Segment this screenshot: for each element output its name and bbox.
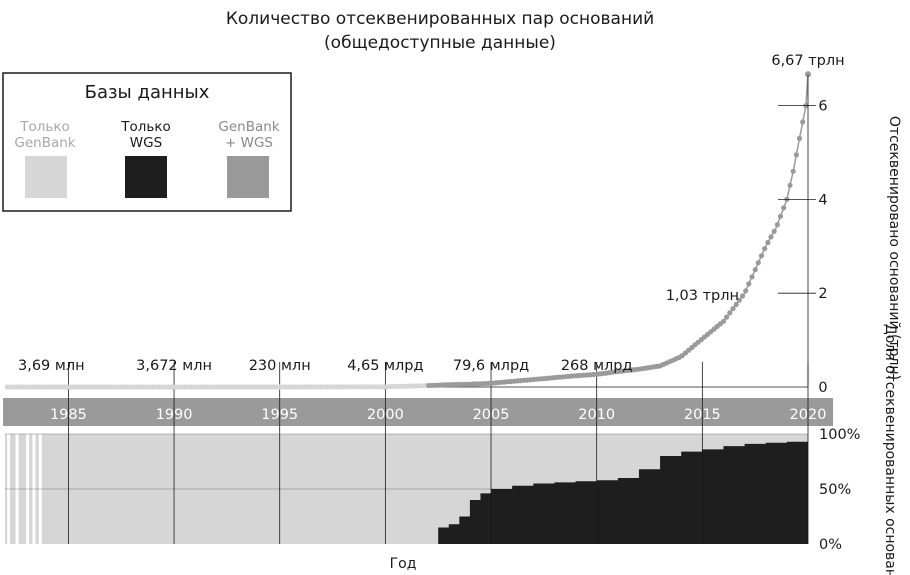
x-tick-2010: 2010 [578,407,615,423]
series-point-235 [749,274,755,280]
series-point-250 [796,135,803,141]
legend-genbank-label-2: GenBank [14,135,75,151]
series-point-249 [793,152,800,158]
top-ytick-6: 6 [818,99,827,115]
legend-wgs-label-2: WGS [130,135,162,151]
bottom-ytick-0: 0% [819,537,842,553]
share-wgs-area [427,440,808,544]
x-tick-1990: 1990 [156,407,193,423]
annotations: 3,69 млн 3,672 млн 230 млн 4,65 млрд 79,6 мл… [18,53,845,374]
series-point-236 [752,267,758,273]
legend-wgs-label-1: Только [120,119,171,135]
bottom-y-axis-label: Доля отсеквенированных оснований [882,324,898,575]
top-ytick-2: 2 [818,286,827,302]
legend-both-label-1: GenBank [218,119,279,135]
legend-genbank-swatch [25,156,67,198]
annotation-0: 3,69 млн [18,358,85,374]
legend-genbank-label-1: Только [19,119,70,135]
series-point-last [805,71,811,78]
annotation-3: 4,65 млрд [347,358,423,374]
annotation-1: 3,672 млн [136,358,212,374]
legend-both-label-2: + WGS [225,135,273,151]
series-point-237 [755,260,761,266]
chart-subtitle: (общедоступные данные) [324,33,556,53]
top-y-axis-label: Отсеквенировано оснований (трлн) [886,116,902,380]
x-tick-1995: 1995 [261,407,298,423]
bottom-ytick-2: 100% [819,427,860,443]
top-ytick-4: 4 [818,192,827,208]
x-tick-2000: 2000 [367,407,404,423]
series-point-251 [800,119,806,125]
share-panel [5,433,808,544]
series-point-228 [727,310,733,316]
annotation-4: 79,6 млрд [453,358,529,374]
top-ytick-0: 0 [818,380,827,396]
x-tick-2020: 2020 [790,407,827,423]
year-band: 1985 1990 1995 2000 2005 2010 2015 2020 [3,398,833,426]
x-axis-label: Год [390,556,417,572]
annotation-7: 6,67 трлн [771,53,844,69]
series-point-227 [724,314,730,320]
annotation-2: 230 млн [249,358,311,374]
year-band-bg [3,398,833,426]
series-point-247 [787,182,793,188]
series-point-238 [758,253,765,259]
annotation-5: 268 млрд [561,358,633,374]
series-point-248 [790,168,796,174]
series-point-232 [739,293,746,299]
y-axes: 0 2 4 6 0% 50% 100% [778,75,860,553]
cumulative-panel [4,71,811,390]
series-point-245 [781,205,787,211]
series-point-240 [765,239,771,246]
annotation-6: 1,03 трлн [666,288,739,304]
series-point-241 [768,234,774,240]
series-point-242 [771,228,777,234]
legend-both-swatch [227,156,269,198]
series-point-244 [777,213,784,219]
series-point-231 [736,297,742,303]
x-tick-2015: 2015 [684,407,721,423]
series-point-226 [720,318,727,324]
series-point-230 [733,301,739,308]
legend-wgs-swatch [125,156,167,198]
x-tick-2005: 2005 [473,407,510,423]
year-gridlines [67,362,809,544]
legend: Базы данных Только GenBank Только WGS Ge… [2,72,292,212]
chart-title: Количество отсеквенированных пар основан… [226,9,654,29]
x-tick-1985: 1985 [50,407,87,423]
series-point-229 [730,306,736,312]
series-point-234 [746,281,752,287]
series-point-243 [774,222,781,228]
bottom-ytick-1: 50% [819,482,851,498]
legend-title: Базы данных [85,82,210,103]
series-point-239 [762,246,768,252]
series-point-233 [743,288,749,294]
